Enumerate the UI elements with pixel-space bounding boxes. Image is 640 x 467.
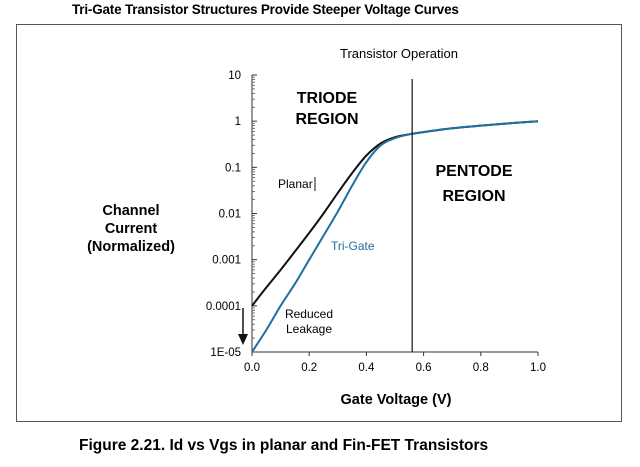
x-tick-label: 0.8	[473, 362, 489, 374]
y-axis-label-line-1: Channel	[102, 203, 159, 219]
y-axis-label-line-2: Current	[105, 221, 158, 237]
y-tick-label: 1	[235, 116, 241, 128]
x-tick-label: 0.6	[416, 362, 432, 374]
y-axis-label-line-3: (Normalized)	[87, 239, 175, 255]
y-tick-label: 10	[228, 70, 241, 82]
x-tick-label: 0.2	[301, 362, 317, 374]
x-axis-label: Gate Voltage (V)	[341, 392, 452, 408]
leakage-arrow-head	[238, 334, 248, 345]
figure-title: Tri-Gate Transistor Structures Provide S…	[72, 2, 459, 17]
pentode-region-label: REGION	[442, 188, 505, 205]
pentode-region-label: PENTODE	[435, 163, 512, 180]
figure-caption: Figure 2.21. Id vs Vgs in planar and Fin…	[79, 437, 489, 454]
y-tick-label: 0.01	[219, 209, 241, 221]
y-tick-label: 1E-05	[210, 347, 241, 359]
series-line-planar	[251, 120, 539, 307]
leakage-annotation: Reduced	[285, 307, 333, 321]
y-tick-label: 0.0001	[206, 301, 241, 313]
y-tick-label: 0.001	[212, 255, 241, 267]
plot-group: 1E-05 0.0001 0.001 0.01 0.1 1 10 0.0 0.2 0.4 0.6 0.…	[206, 70, 546, 374]
chart-svg: 1E-05 0.0001 0.001 0.01 0.1 1 10 0.0 0.2 0.4 0.6 0.…	[87, 46, 546, 408]
leakage-annotation: Leakage	[286, 322, 332, 336]
chart-frame	[16, 24, 622, 422]
triode-region-label: TRIODE	[297, 90, 358, 107]
trigate-series-label: Tri-Gate	[331, 239, 375, 253]
triode-region-label: REGION	[295, 111, 358, 128]
x-tick-label: 1.0	[530, 362, 546, 374]
chart-title: Transistor Operation	[340, 46, 458, 61]
planar-series-label: Planar	[278, 177, 313, 191]
x-tick-label: 0.0	[244, 362, 260, 374]
x-tick-label: 0.4	[358, 362, 375, 374]
y-tick-label: 0.1	[225, 162, 241, 174]
series-line-tri-gate	[251, 120, 539, 353]
